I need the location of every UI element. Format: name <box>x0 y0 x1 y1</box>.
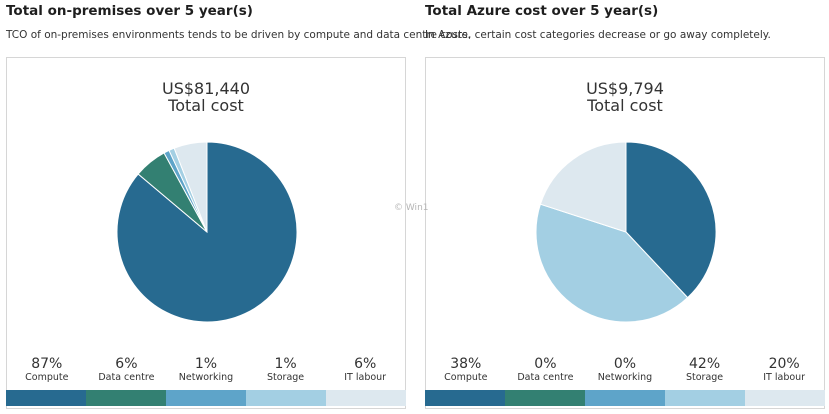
legend-label: IT labour <box>344 372 387 383</box>
legend-item-data-centre: 0% Data centre <box>506 356 586 384</box>
legend-label: Networking <box>178 372 234 383</box>
legend-item-data-centre: 6% Data centre <box>87 356 167 384</box>
legend-item-compute: 38% Compute <box>426 356 506 384</box>
pie-chart <box>535 141 717 323</box>
legend-item-it-labour: 20% IT labour <box>744 356 824 384</box>
legend-swatch-it-labour <box>745 390 825 406</box>
chart-legend: 87% Compute 6% Data centre 1% Networking 1%… <box>7 356 405 384</box>
pie-chart <box>116 141 298 323</box>
legend-label: IT labour <box>763 372 806 383</box>
panel-subtitle: TCO of on-premises environments tends to… <box>6 29 471 41</box>
legend-percent: 0% <box>613 356 637 372</box>
legend-swatch-networking <box>166 390 246 406</box>
legend-swatch-data-centre <box>505 390 585 406</box>
legend-label: Compute <box>25 372 69 383</box>
legend-label: Networking <box>597 372 653 383</box>
total-cost-value: US$81,440 <box>161 79 251 98</box>
pie-slice-it-labour[interactable] <box>173 141 208 233</box>
pie-slice-compute[interactable] <box>625 141 717 299</box>
legend-label: Storage <box>685 372 724 383</box>
total-cost-label: Total cost <box>168 96 244 115</box>
watermark: © Win1 <box>394 203 429 213</box>
legend-label: Compute <box>444 372 488 383</box>
legend-item-storage: 1% Storage <box>246 356 326 384</box>
legend-item-networking: 1% Networking <box>166 356 246 384</box>
legend-item-compute: 87% Compute <box>7 356 87 384</box>
panel-heading: Total Azure cost over 5 year(s) <box>425 3 659 19</box>
total-cost: US$81,440 Total cost <box>7 80 405 114</box>
legend-item-storage: 42% Storage <box>665 356 745 384</box>
legend-color-bar <box>6 390 406 406</box>
legend-label: Storage <box>266 372 305 383</box>
legend-percent: 87% <box>31 356 63 372</box>
legend-percent: 6% <box>354 356 377 372</box>
pie-slice-storage[interactable] <box>535 203 689 323</box>
legend-swatch-it-labour <box>326 390 406 406</box>
legend-percent: 6% <box>115 356 138 372</box>
legend-label: Data centre <box>98 372 155 383</box>
total-cost: US$9,794 Total cost <box>426 80 824 114</box>
legend-percent: 38% <box>450 356 482 372</box>
chart-card: US$81,440 Total cost 87% Compute 6% Data c… <box>6 57 406 409</box>
legend-item-networking: 0% Networking <box>585 356 665 384</box>
legend-swatch-compute <box>425 390 505 406</box>
legend-percent: 1% <box>274 356 297 372</box>
legend-percent: 20% <box>768 356 800 372</box>
legend-percent: 0% <box>534 356 557 372</box>
legend-swatch-data-centre <box>86 390 166 406</box>
legend-swatch-networking <box>585 390 665 406</box>
legend-color-bar <box>425 390 825 406</box>
panel-subtitle: In Azure, certain cost categories decrea… <box>425 29 771 41</box>
legend-label: Data centre <box>517 372 574 383</box>
legend-swatch-storage <box>246 390 326 406</box>
pie-slice-it-labour[interactable] <box>539 141 627 233</box>
legend-item-it-labour: 6% IT labour <box>325 356 405 384</box>
chart-legend: 38% Compute 0% Data centre 0% Networking 42… <box>426 356 824 384</box>
total-cost-label: Total cost <box>587 96 663 115</box>
total-cost-value: US$9,794 <box>586 79 664 98</box>
legend-swatch-compute <box>6 390 86 406</box>
legend-percent: 42% <box>689 356 721 372</box>
legend-percent: 1% <box>194 356 218 372</box>
panel-heading: Total on-premises over 5 year(s) <box>6 3 253 19</box>
chart-card: US$9,794 Total cost 38% Compute 0% Data ce… <box>425 57 825 409</box>
legend-swatch-storage <box>665 390 745 406</box>
